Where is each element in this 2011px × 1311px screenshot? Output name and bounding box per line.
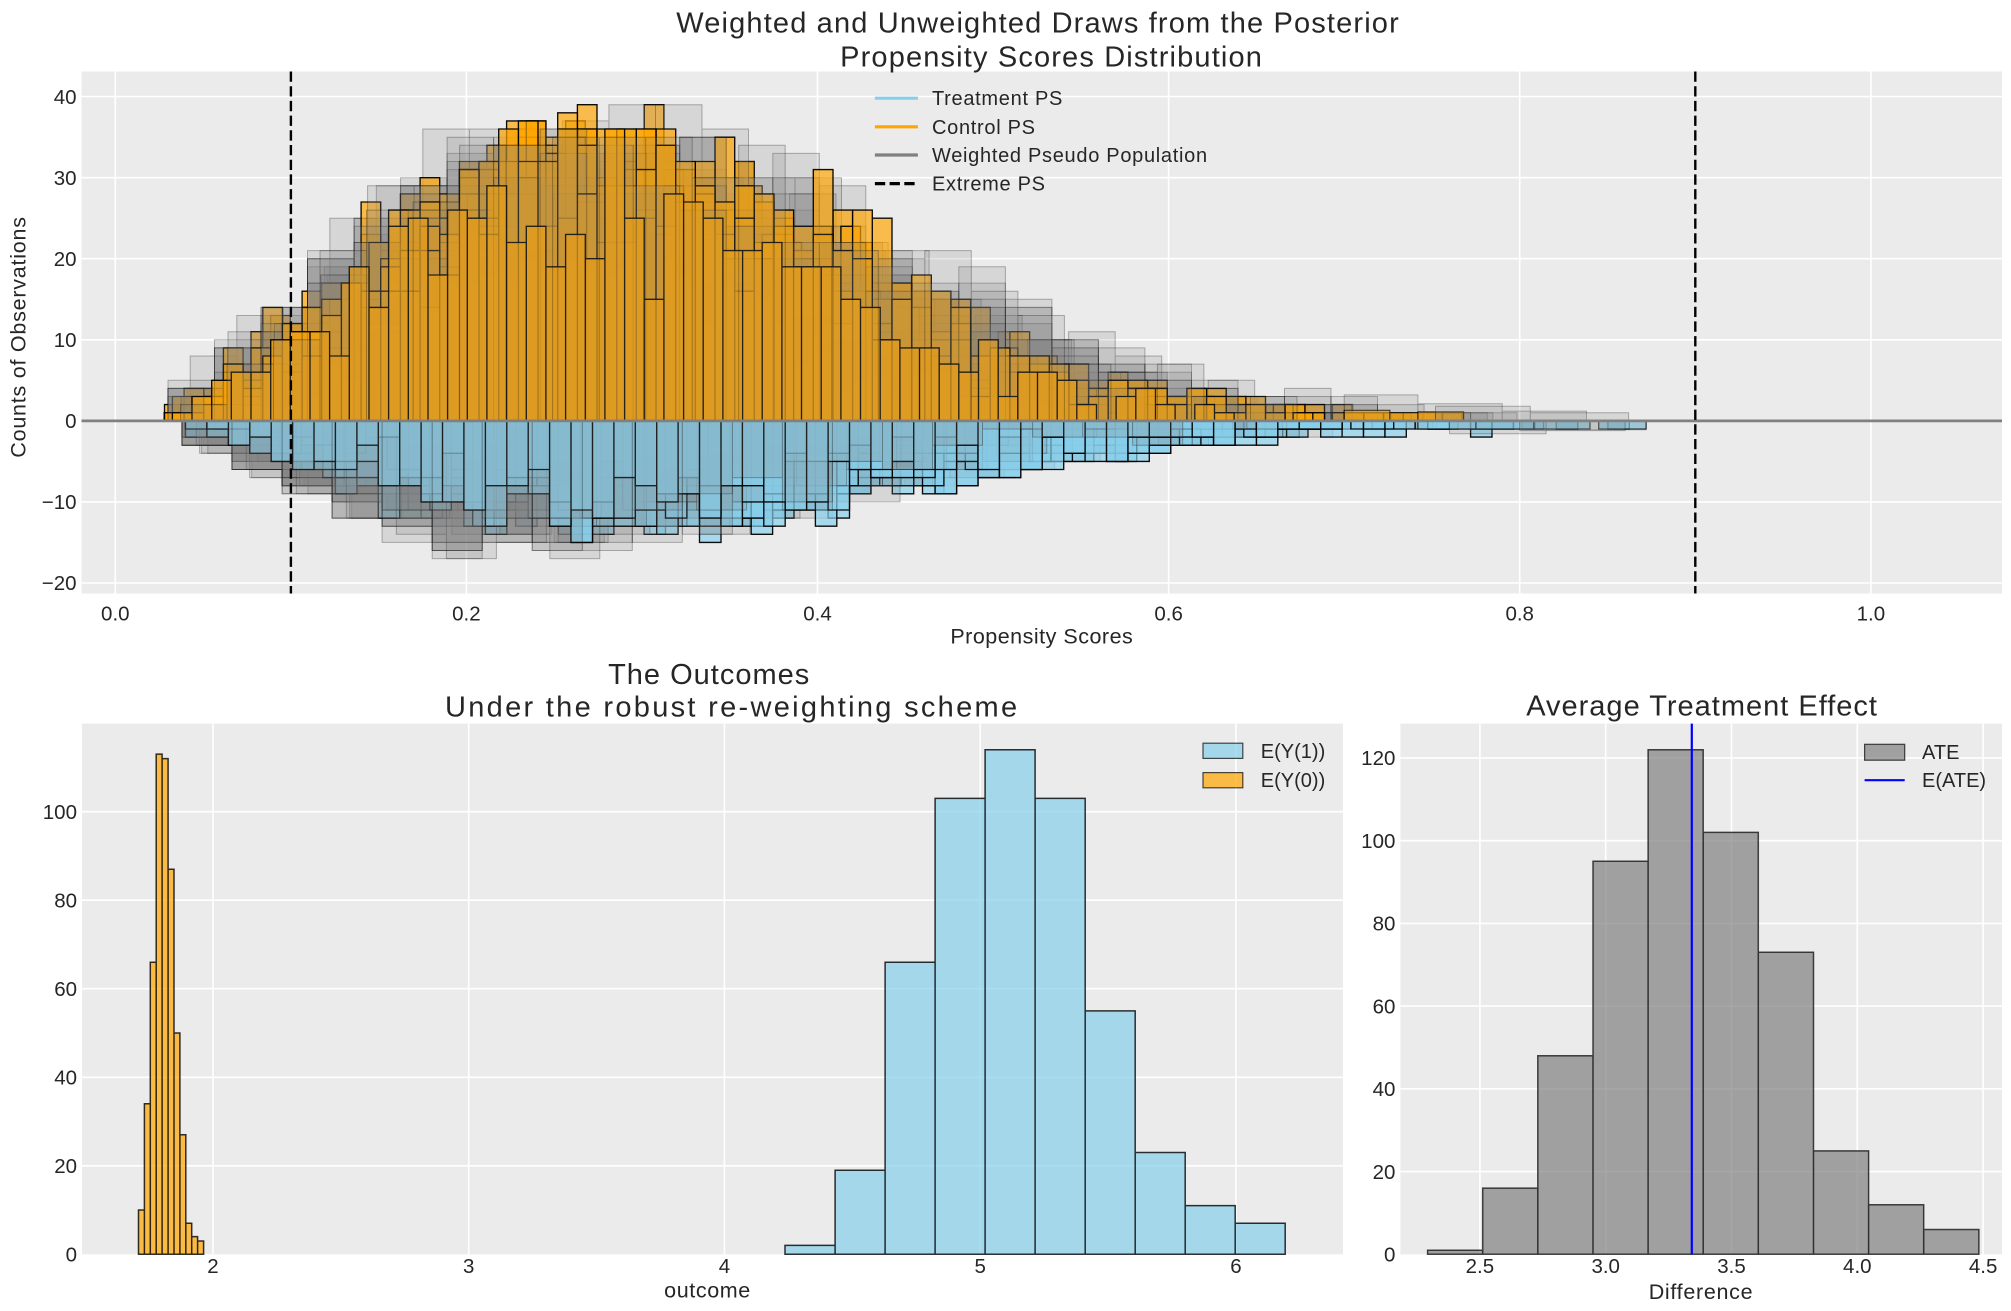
svg-text:0: 0 — [65, 410, 76, 433]
svg-text:Propensity Scores: Propensity Scores — [950, 625, 1133, 649]
svg-text:80: 80 — [54, 889, 77, 912]
svg-text:E(Y(0)): E(Y(0)) — [1261, 770, 1325, 792]
svg-text:Under the robust re-weighting: Under the robust re-weighting scheme — [445, 692, 1019, 724]
svg-text:1.0: 1.0 — [1857, 603, 1886, 626]
svg-text:Extreme PS: Extreme PS — [932, 174, 1046, 196]
svg-text:0.8: 0.8 — [1505, 603, 1534, 626]
svg-text:30: 30 — [54, 167, 77, 190]
svg-text:0.0: 0.0 — [101, 603, 130, 626]
svg-text:3: 3 — [463, 1255, 474, 1278]
svg-text:40: 40 — [1373, 1078, 1396, 1101]
svg-text:Weighted Pseudo Population: Weighted Pseudo Population — [932, 145, 1208, 167]
svg-text:5: 5 — [974, 1255, 985, 1278]
svg-text:0: 0 — [66, 1244, 77, 1267]
svg-text:4.0: 4.0 — [1843, 1255, 1872, 1278]
svg-text:4.5: 4.5 — [1969, 1255, 1998, 1278]
svg-text:20: 20 — [54, 1155, 77, 1178]
svg-text:Propensity Scores Distribution: Propensity Scores Distribution — [840, 42, 1263, 74]
svg-text:−10: −10 — [42, 491, 77, 514]
svg-text:4: 4 — [719, 1255, 730, 1278]
svg-text:Counts of Observations: Counts of Observations — [7, 216, 31, 457]
svg-text:The Outcomes: The Outcomes — [608, 659, 810, 691]
svg-text:Average Treatment Effect: Average Treatment Effect — [1526, 691, 1878, 723]
svg-text:2: 2 — [207, 1255, 218, 1278]
svg-text:20: 20 — [1373, 1161, 1396, 1184]
svg-text:100: 100 — [1361, 830, 1395, 853]
svg-text:Difference: Difference — [1649, 1280, 1754, 1304]
svg-text:40: 40 — [54, 86, 77, 109]
svg-text:3.0: 3.0 — [1591, 1255, 1620, 1278]
svg-text:6: 6 — [1230, 1255, 1241, 1278]
svg-text:0.6: 0.6 — [1154, 603, 1183, 626]
svg-text:3.5: 3.5 — [1717, 1255, 1746, 1278]
svg-text:80: 80 — [1373, 913, 1396, 936]
svg-text:120: 120 — [1361, 747, 1395, 770]
svg-text:−20: −20 — [42, 572, 77, 595]
svg-text:0: 0 — [1384, 1244, 1395, 1267]
svg-text:60: 60 — [1373, 995, 1396, 1018]
svg-text:E(Y(1)): E(Y(1)) — [1261, 741, 1325, 763]
svg-text:Treatment PS: Treatment PS — [932, 88, 1063, 110]
svg-text:Control PS: Control PS — [932, 117, 1036, 139]
svg-text:60: 60 — [54, 978, 77, 1001]
svg-text:10: 10 — [54, 329, 77, 352]
svg-text:Weighted and Unweighted Draws: Weighted and Unweighted Draws from the P… — [676, 8, 1400, 40]
svg-text:40: 40 — [54, 1067, 77, 1090]
svg-text:0.2: 0.2 — [452, 603, 481, 626]
svg-text:E(ATE): E(ATE) — [1922, 770, 1986, 792]
svg-text:0.4: 0.4 — [803, 603, 832, 626]
svg-text:2.5: 2.5 — [1466, 1255, 1495, 1278]
svg-text:outcome: outcome — [664, 1279, 751, 1303]
svg-text:20: 20 — [54, 248, 77, 271]
svg-text:ATE: ATE — [1922, 742, 1959, 764]
svg-text:100: 100 — [43, 801, 77, 824]
